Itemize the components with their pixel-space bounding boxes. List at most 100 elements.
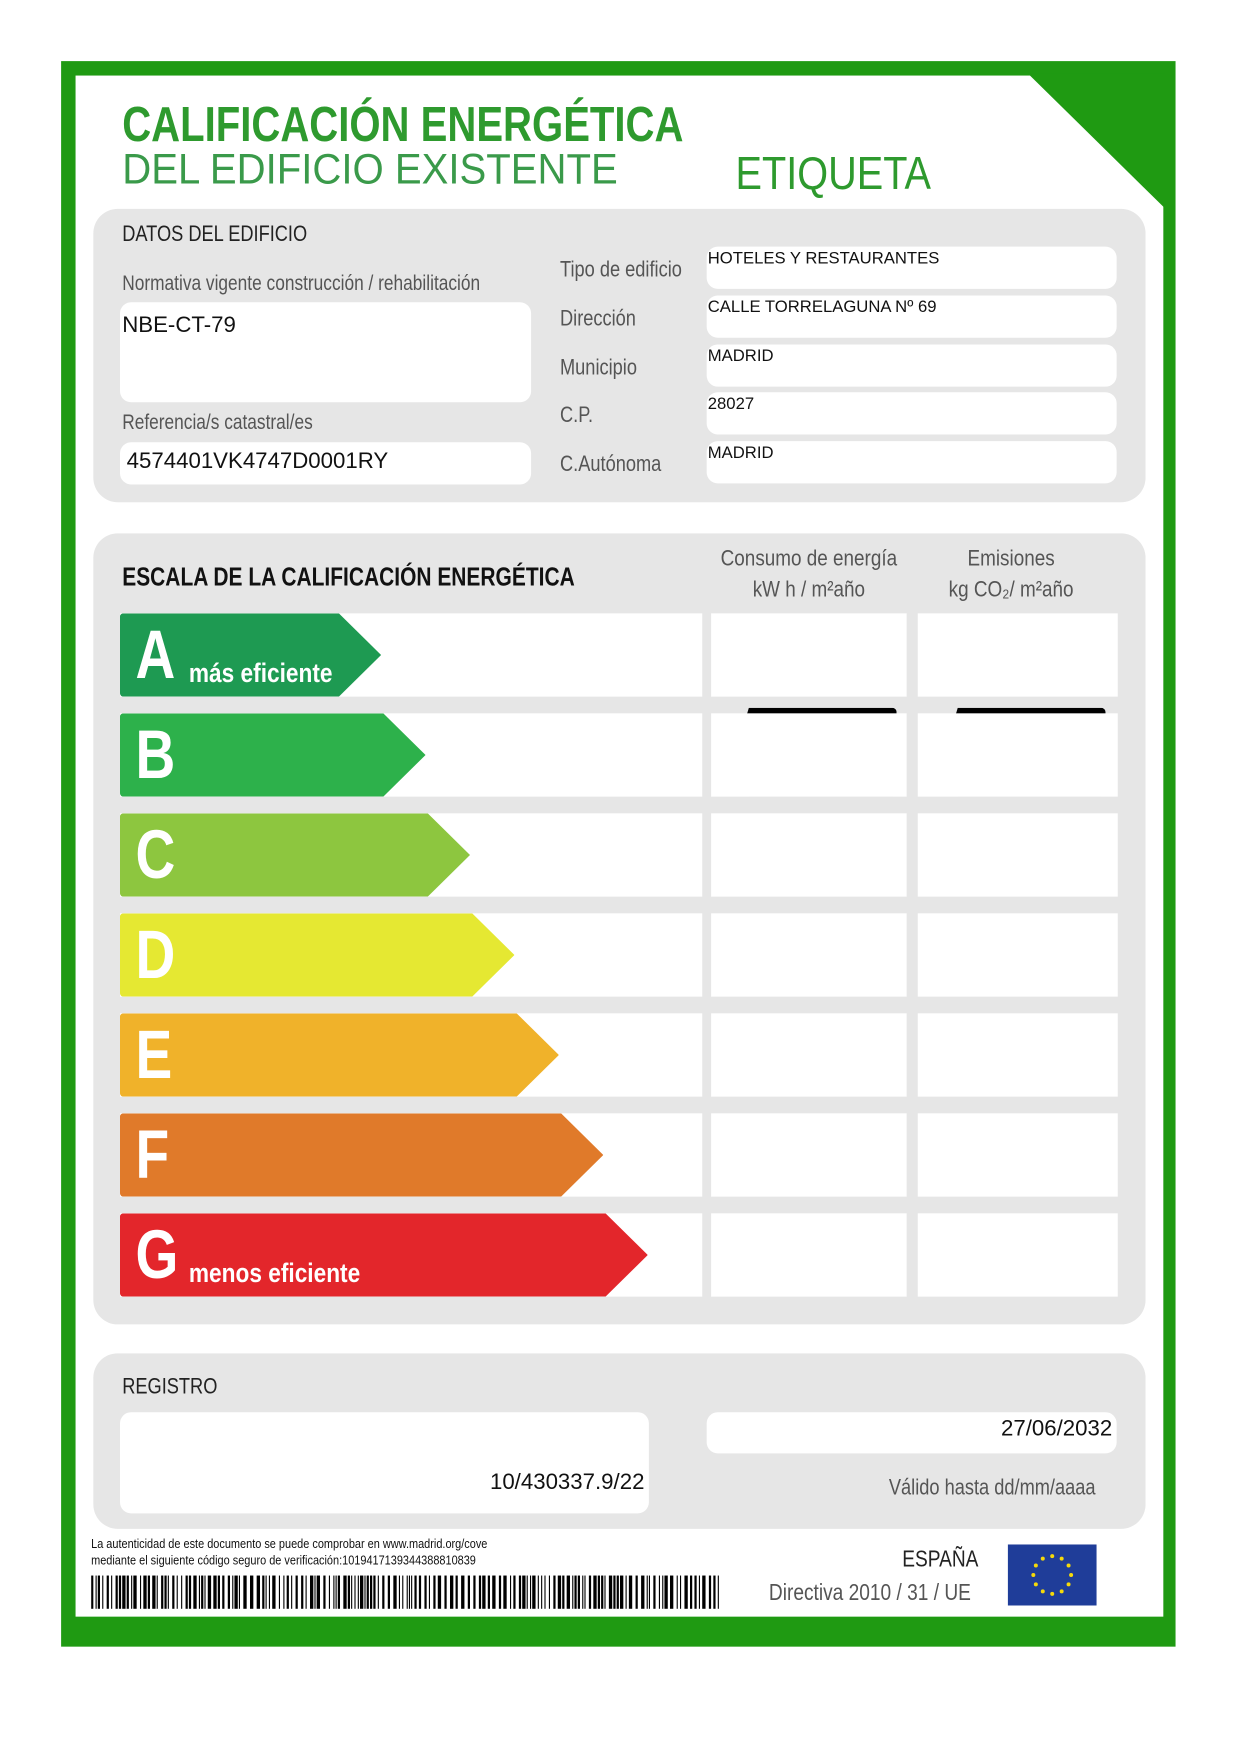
field-value: MADRID: [707, 443, 774, 463]
field-value: MADRID: [707, 346, 774, 366]
barcode-bar: [482, 1575, 486, 1609]
consumo-cell: [711, 1213, 907, 1297]
barcode-bar: [608, 1575, 613, 1609]
barcode-bar: [359, 1575, 364, 1609]
barcode-bar: [628, 1575, 633, 1609]
barcode-bar: [584, 1575, 586, 1609]
normativa-box: NBE-CT-79: [119, 302, 532, 403]
barcode-bar: [262, 1575, 265, 1609]
barcode-bar: [133, 1575, 137, 1609]
country-label: ESPAÑA: [902, 1546, 979, 1573]
registro-box: 10/430337.9/22: [119, 1412, 649, 1514]
barcode-bar: [139, 1575, 142, 1609]
field-box: HOTELES Y RESTAURANTES: [706, 246, 1117, 289]
barcode-bar: [323, 1575, 326, 1609]
field-label: Tipo de edificio: [559, 257, 682, 283]
barcode-bar: [111, 1575, 113, 1609]
barcode-bar: [526, 1575, 528, 1609]
star-icon: [1069, 1572, 1074, 1577]
barcode-bar: [616, 1575, 619, 1609]
barcode-bar: [364, 1575, 366, 1609]
barcode: [91, 1575, 719, 1609]
barcode-bar: [95, 1575, 97, 1609]
barcode-bar: [529, 1575, 532, 1609]
star-icon: [1059, 1556, 1064, 1561]
barcode-bar: [455, 1575, 458, 1609]
grade-sublabel: más eficiente: [188, 658, 333, 689]
barcode-bar: [684, 1575, 688, 1609]
barcode-bar: [256, 1575, 260, 1609]
barcode-bar: [232, 1575, 234, 1609]
barcode-bar: [717, 1575, 719, 1609]
barcode-bar: [217, 1575, 220, 1609]
emisiones-cell: [917, 1113, 1118, 1197]
barcode-bar: [122, 1575, 126, 1609]
barcode-bar: [461, 1575, 465, 1609]
barcode-bar: [653, 1575, 656, 1609]
auth-line2: mediante el siguiente código seguro de v…: [91, 1552, 476, 1568]
referencia-value: 4574401VK4747D0001RY: [126, 448, 389, 474]
consumo-header-line2: kW h / m²año: [752, 577, 866, 603]
barcode-bar: [181, 1575, 183, 1609]
barcode-bar: [382, 1575, 385, 1609]
barcode-bar: [118, 1575, 122, 1609]
barcode-bar: [713, 1575, 716, 1609]
barcode-bar: [357, 1575, 359, 1609]
emisiones-cell: [917, 713, 1118, 797]
barcode-bar: [354, 1575, 356, 1609]
barcode-bar: [601, 1575, 604, 1609]
barcode-bar: [604, 1575, 606, 1609]
barcode-bar: [234, 1575, 238, 1609]
barcode-bar: [152, 1575, 156, 1609]
barcode-bar: [625, 1575, 627, 1609]
etiqueta-label: ETIQUETA: [735, 146, 931, 199]
barcode-bar: [272, 1575, 276, 1609]
barcode-bar: [669, 1575, 674, 1609]
barcode-bar: [509, 1575, 512, 1609]
barcode-bar: [572, 1575, 574, 1609]
barcode-bar: [444, 1575, 447, 1609]
field-value: HOTELES Y RESTAURANTES: [707, 248, 940, 268]
grade-letter: G: [135, 1216, 179, 1294]
barcode-bar: [553, 1575, 556, 1609]
barcode-bar: [377, 1575, 379, 1609]
barcode-bar: [106, 1575, 109, 1609]
grade-sublabel: menos eficiente: [188, 1258, 361, 1289]
barcode-bar: [577, 1575, 580, 1609]
emisiones-cell: [917, 1013, 1118, 1097]
emisiones-cell: [917, 1213, 1118, 1297]
grade-arrow-d: D: [120, 913, 514, 996]
consumo-cell: [711, 1113, 907, 1197]
emisiones-header-line2: kg CO₂/ m²año: [948, 577, 1074, 603]
barcode-bar: [393, 1575, 397, 1609]
grade-arrow-c: C: [120, 813, 470, 896]
barcode-bar: [301, 1575, 304, 1609]
barcode-bar: [467, 1575, 470, 1609]
barcode-bar: [185, 1575, 188, 1609]
barcode-bar: [265, 1575, 267, 1609]
building-section-title: DATOS DEL EDIFICIO: [122, 222, 308, 247]
barcode-bar: [676, 1575, 678, 1609]
barcode-bar: [473, 1575, 476, 1609]
referencia-label: Referencia/s catastral/es: [122, 411, 313, 435]
valid-until-box: 27/06/2032: [706, 1412, 1117, 1454]
star-icon: [1033, 1563, 1038, 1568]
directive-label: Directiva 2010 / 31 / UE: [768, 1579, 971, 1606]
star-icon: [1059, 1589, 1064, 1594]
barcode-bar: [635, 1575, 638, 1609]
star-icon: [1040, 1556, 1045, 1561]
consumo-header-line1: Consumo de energía: [720, 546, 898, 572]
auth-line1: La autenticidad de este documento se pue…: [91, 1535, 488, 1552]
barcode-bar: [286, 1575, 289, 1609]
barcode-bar: [309, 1575, 314, 1609]
barcode-bar: [188, 1575, 192, 1609]
barcode-bar: [314, 1575, 316, 1609]
barcode-bar: [548, 1575, 550, 1609]
emisiones-cell: [917, 813, 1118, 897]
barcode-bar: [582, 1575, 584, 1609]
valid-until-value: 27/06/2032: [1000, 1416, 1113, 1442]
barcode-bar: [201, 1575, 204, 1609]
barcode-bar: [613, 1575, 616, 1609]
